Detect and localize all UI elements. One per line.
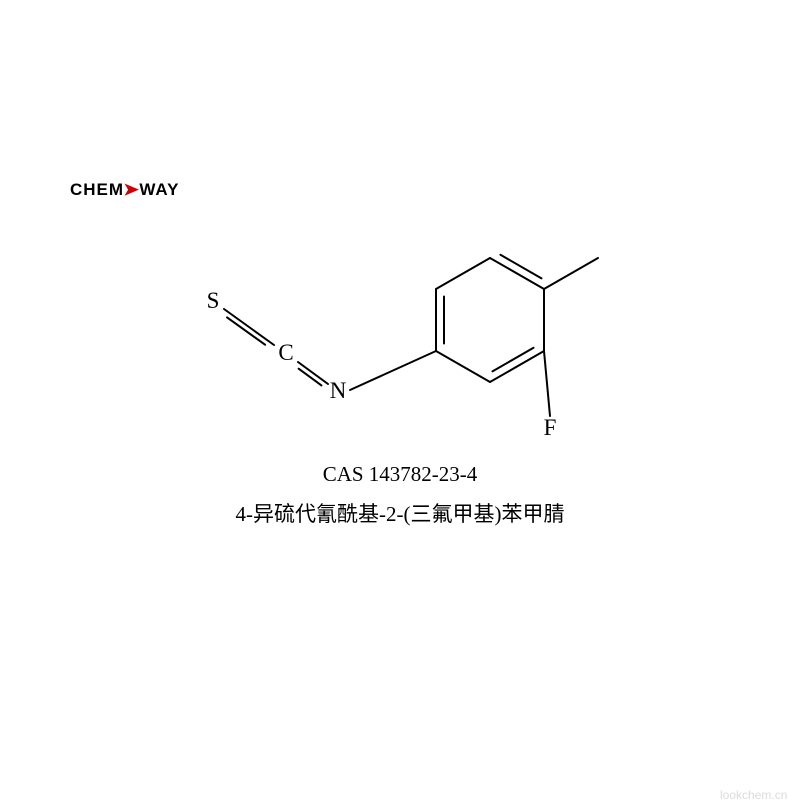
brand-logo: CHEM➤WAY [70,180,179,200]
molecule-diagram: S C N F [180,220,620,440]
logo-text-before: CHEM [70,180,124,199]
logo-text-after: WAY [139,180,179,199]
svg-text:F: F [544,415,557,440]
svg-text:C: C [278,340,293,365]
svg-text:N: N [330,378,347,403]
svg-text:S: S [207,288,220,313]
logo-arrow-icon: ➤ [123,180,140,200]
cas-number: CAS 143782-23-4 [0,462,800,487]
compound-name: 4-异硫代氰酰基-2-(三氟甲基)苯甲腈 [0,498,800,528]
